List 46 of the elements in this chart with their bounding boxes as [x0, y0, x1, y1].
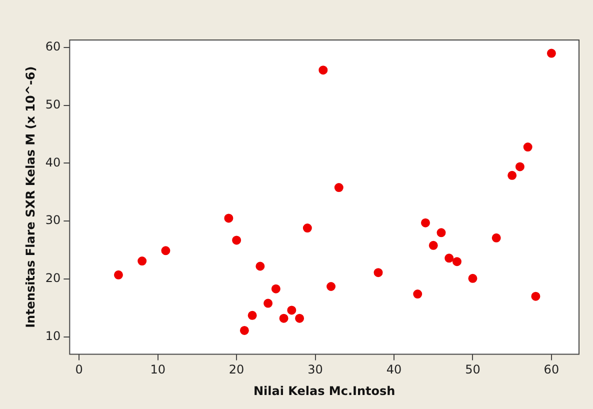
y-tick-label: 20: [45, 271, 61, 286]
x-tick-label: 50: [465, 362, 480, 377]
point: [271, 284, 280, 294]
y-tick-label: 50: [45, 98, 61, 112]
point: [114, 270, 123, 280]
point: [452, 257, 462, 266]
point: [232, 236, 242, 245]
point: [161, 246, 170, 256]
point: [515, 162, 524, 172]
point: [468, 274, 478, 283]
x-tick-label: 60: [544, 362, 560, 377]
point: [318, 66, 328, 75]
point: [256, 262, 265, 271]
y-tick-label: 40: [45, 155, 61, 170]
point: [287, 306, 296, 315]
point: [326, 282, 336, 291]
point: [428, 240, 438, 250]
point: [302, 224, 312, 233]
point: [444, 254, 454, 263]
x-tick-label: 20: [228, 362, 244, 377]
y-tick-label: 30: [45, 213, 61, 228]
y-tick-label: 60: [45, 40, 61, 54]
point: [531, 292, 540, 301]
point: [508, 170, 517, 180]
y-tick-label: 10: [45, 328, 61, 343]
x-tick-label: 0: [75, 362, 83, 377]
point: [295, 314, 304, 323]
point: [248, 310, 257, 320]
point: [264, 298, 273, 308]
point: [492, 233, 501, 242]
point: [420, 218, 430, 228]
point: [436, 228, 446, 238]
point: [279, 314, 288, 323]
point: [240, 326, 249, 335]
x-tick-label: 30: [308, 362, 323, 377]
point: [374, 268, 383, 278]
point: [546, 48, 556, 58]
point: [138, 256, 147, 266]
point: [413, 290, 422, 299]
point: [224, 214, 234, 223]
point: [523, 142, 532, 152]
x-tick-label: 40: [386, 362, 402, 377]
point: [334, 183, 344, 192]
y-axis-title: Intensitas Flare SXR Kelas M (x 10^-6): [23, 66, 38, 328]
x-tick-label: 10: [150, 362, 166, 377]
x-axis-title: Nilai Kelas Mc.Intosh: [253, 384, 396, 398]
